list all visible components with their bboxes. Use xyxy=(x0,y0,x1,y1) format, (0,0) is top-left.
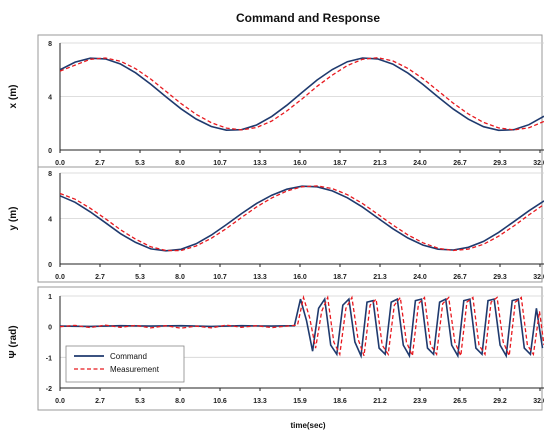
y-axis-label: x (m) xyxy=(8,85,19,109)
legend-box xyxy=(65,345,185,383)
x-tick-label: 26.7 xyxy=(453,274,467,281)
y-axis-label: y (m) xyxy=(8,207,19,231)
series-line-command xyxy=(60,296,544,359)
x-tick-label: 23.9 xyxy=(413,398,427,405)
x-tick-label: 32.0 xyxy=(533,160,544,167)
series-line-measurement xyxy=(60,294,544,359)
x-tick-label: 16.0 xyxy=(293,160,307,167)
x-tick-label: 24.0 xyxy=(413,274,427,281)
panel-3: 1 0 -1 -20.0 2.7 5.3 8.0 10.6 13.3 15.9 18.6 21.2 23… xyxy=(8,286,544,430)
x-tick-label: 29.3 xyxy=(493,274,507,281)
x-tick-label: 8.0 xyxy=(175,398,185,405)
panel-2: 0 4 8 0.0 2.7 5.3 8.0 10.7 13.3 16.0 18.7 21.3 24.0 2… xyxy=(8,166,544,283)
x-tick-label: 16.0 xyxy=(293,274,307,281)
x-tick-label: 2.7 xyxy=(95,160,105,167)
x-tick-label: 0.0 xyxy=(55,160,65,167)
x-tick-label: 18.7 xyxy=(333,274,347,281)
x-tick-label: 8.0 xyxy=(175,274,185,281)
x-tick-label: 29.2 xyxy=(493,398,507,405)
x-tick-label: 5.3 xyxy=(135,398,145,405)
x-tick-label: 5.3 xyxy=(135,160,145,167)
y-tick-label: -1 xyxy=(46,355,52,362)
y-tick-label: 0 xyxy=(48,262,52,269)
legend-label-measurement: Measurement xyxy=(110,365,160,374)
x-tick-label: 5.3 xyxy=(135,274,145,281)
x-tick-label: 13.3 xyxy=(253,274,267,281)
x-tick-label: 21.3 xyxy=(373,274,387,281)
x-tick-label: 2.7 xyxy=(95,398,105,405)
x-tick-label: 18.6 xyxy=(333,398,347,405)
x-tick-label: 10.7 xyxy=(213,274,227,281)
x-tick-label: 0.0 xyxy=(55,274,65,281)
x-tick-label: 10.6 xyxy=(213,398,227,405)
x-tick-label: 32.0 xyxy=(533,274,544,281)
x-axis-label: time(sec) xyxy=(290,421,325,430)
x-tick-label: 13.3 xyxy=(253,398,267,405)
y-tick-label: 1 xyxy=(48,294,52,301)
legend: Command Measurement xyxy=(65,345,185,383)
panel-frame xyxy=(37,166,543,283)
x-tick-label: 10.7 xyxy=(213,160,227,167)
y-tick-label: 8 xyxy=(48,171,52,178)
x-tick-label: 2.7 xyxy=(95,274,105,281)
y-tick-label: 0 xyxy=(48,325,52,332)
legend-label-command: Command xyxy=(110,352,147,361)
panel-1: 0 4 8 0.0 2.7 5.3 8.0 10.7 13.3 16.0 18.7 21.3 24.0 2… xyxy=(8,34,544,170)
y-axis-label: Ψ (rad) xyxy=(8,325,19,358)
y-tick-label: 4 xyxy=(48,217,52,224)
x-tick-label: 32.0 xyxy=(533,398,544,405)
x-tick-label: 26.5 xyxy=(453,398,467,405)
series-line-measurement xyxy=(60,185,544,252)
x-tick-label: 29.3 xyxy=(493,160,507,167)
x-tick-label: 13.3 xyxy=(253,160,267,167)
x-tick-label: 26.7 xyxy=(453,160,467,167)
y-tick-label: 4 xyxy=(48,95,52,102)
chart-title: Command and Response xyxy=(236,11,380,25)
x-tick-label: 21.3 xyxy=(373,160,387,167)
series-line-command xyxy=(60,57,544,132)
y-tick-label: -2 xyxy=(46,386,52,393)
y-tick-label: 8 xyxy=(48,41,52,48)
x-tick-label: 21.2 xyxy=(373,398,387,405)
x-tick-label: 8.0 xyxy=(175,160,185,167)
x-tick-label: 0.0 xyxy=(55,398,65,405)
y-tick-label: 0 xyxy=(48,148,52,155)
x-tick-label: 18.7 xyxy=(333,160,347,167)
series-line-measurement xyxy=(60,57,544,131)
x-tick-label: 15.9 xyxy=(293,398,307,405)
x-tick-label: 24.0 xyxy=(413,160,427,167)
